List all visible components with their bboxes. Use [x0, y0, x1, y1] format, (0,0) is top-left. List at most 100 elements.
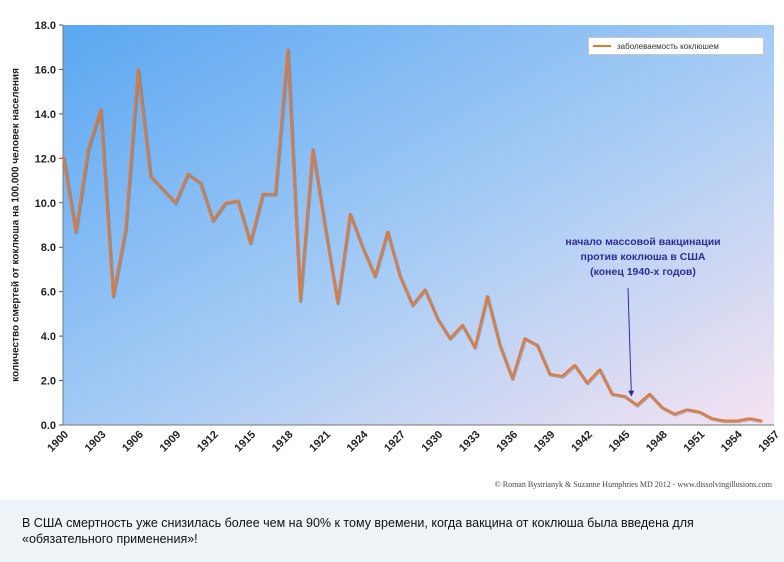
x-tick-label: 1918: [270, 429, 296, 455]
data-point: [461, 324, 463, 326]
x-tick-label: 1927: [382, 429, 408, 455]
data-point: [124, 228, 127, 231]
vaccination-annotation: начало массовой вакцинации против коклюш…: [548, 235, 738, 280]
data-point: [548, 373, 551, 375]
series-line-shadow: [62, 48, 763, 424]
x-tick-label: 1933: [457, 429, 483, 455]
data-point: [411, 304, 414, 306]
data-point: [698, 410, 700, 413]
x-tick-label: 1921: [307, 429, 333, 455]
data-point: [324, 226, 326, 229]
credit-text: © Roman Bystrianyk & Suzanne Humphries M…: [494, 480, 772, 489]
x-tick-label: 1915: [232, 429, 258, 455]
data-point: [673, 413, 676, 415]
x-tick-label: 1924: [345, 428, 371, 454]
legend-label: заболеваемость коклюшем: [617, 41, 719, 51]
y-tick-label: 16.0: [35, 64, 56, 76]
y-tick-label: 12.0: [35, 153, 56, 165]
data-point: [760, 419, 763, 422]
data-point: [448, 337, 451, 340]
data-point: [573, 364, 576, 366]
x-tick-label: 1936: [494, 429, 520, 455]
data-point: [149, 175, 152, 177]
x-tick-label: 1903: [83, 429, 109, 455]
y-tick-label: 0.0: [41, 420, 56, 432]
data-point: [261, 193, 264, 195]
data-point: [87, 148, 89, 151]
x-tick-label: 1945: [607, 429, 633, 455]
data-point: [423, 288, 426, 291]
data-point: [623, 395, 626, 397]
data-point: [611, 393, 613, 395]
x-tick-label: 1954: [719, 428, 745, 454]
y-tick-label: 8.0: [41, 242, 56, 254]
data-point: [735, 419, 738, 422]
data-point: [311, 148, 314, 151]
data-point: [249, 241, 251, 244]
data-point: [723, 419, 725, 422]
data-point: [137, 68, 139, 71]
data-point: [523, 337, 526, 340]
y-tick-label: 2.0: [41, 376, 56, 388]
annotation-arrow: [627, 287, 635, 397]
data-point: [374, 275, 376, 277]
legend-swatch: [593, 45, 611, 47]
y-axis-label: количество смертей от коклюша на 100.000…: [10, 68, 22, 382]
chart-svg: 0.0 2.0 4.0 6.0 8.0 10.0 12.0 14.0 16.0 18.0 1900…: [35, 20, 783, 455]
data-point: [473, 346, 476, 349]
x-tick-label: 1957: [756, 429, 782, 455]
data-point: [361, 246, 364, 249]
y-tick-label: 4.0: [41, 331, 56, 343]
data-point: [386, 230, 389, 233]
x-tick-label: 1939: [532, 429, 558, 455]
y-tick-label: 10.0: [35, 198, 56, 210]
data-point: [536, 344, 538, 346]
data-point: [498, 344, 501, 346]
data-point: [586, 381, 588, 384]
data-point: [710, 417, 713, 420]
data-point: [274, 193, 276, 195]
data-point: [186, 173, 189, 175]
data-point: [648, 393, 651, 395]
annotation-line-3: (конец 1940-х годов): [590, 266, 696, 278]
data-point: [748, 417, 750, 420]
data-point: [199, 181, 202, 184]
data-point: [74, 230, 77, 233]
data-point: [660, 406, 663, 409]
x-tick-label: 1906: [120, 429, 146, 455]
data-point: [598, 368, 601, 371]
chart-area: 0.0 2.0 4.0 6.0 8.0 10.0 12.0 14.0 16.0 18.0 1900…: [0, 0, 784, 500]
annotation-line-2: против коклюша в США: [580, 251, 706, 263]
caption-text: В США смертность уже снизилась более чем…: [22, 516, 694, 546]
data-point: [511, 377, 513, 380]
data-point: [561, 375, 563, 377]
data-point: [224, 201, 226, 204]
data-point: [62, 155, 64, 157]
data-point: [112, 295, 114, 297]
data-point: [398, 275, 401, 277]
x-tick-label: 1909: [158, 429, 184, 455]
x-tick-label: 1900: [45, 429, 71, 455]
y-tick-label: 6.0: [41, 287, 56, 299]
annotation-line-1: начало массовой вакцинации: [565, 236, 721, 248]
data-point: [161, 188, 164, 191]
data-point: [286, 48, 289, 51]
data-point: [685, 408, 688, 411]
data-point: [436, 317, 439, 320]
x-tick-label: 1942: [569, 429, 595, 455]
x-tick-label: 1912: [195, 429, 221, 455]
legend: заболеваемость коклюшем: [588, 37, 764, 55]
data-point: [486, 295, 488, 297]
data-point: [211, 219, 214, 222]
x-tick-label: 1930: [420, 429, 446, 455]
data-point: [635, 404, 638, 406]
data-point: [349, 213, 351, 215]
y-tick-label: 18.0: [35, 20, 56, 32]
data-point: [236, 199, 239, 202]
data-point: [174, 201, 177, 204]
y-tick-label: 14.0: [35, 109, 56, 121]
x-tick-label: 1948: [644, 429, 670, 455]
plot-background: [63, 25, 774, 425]
data-point: [336, 301, 339, 304]
x-tick-label: 1951: [681, 429, 707, 455]
